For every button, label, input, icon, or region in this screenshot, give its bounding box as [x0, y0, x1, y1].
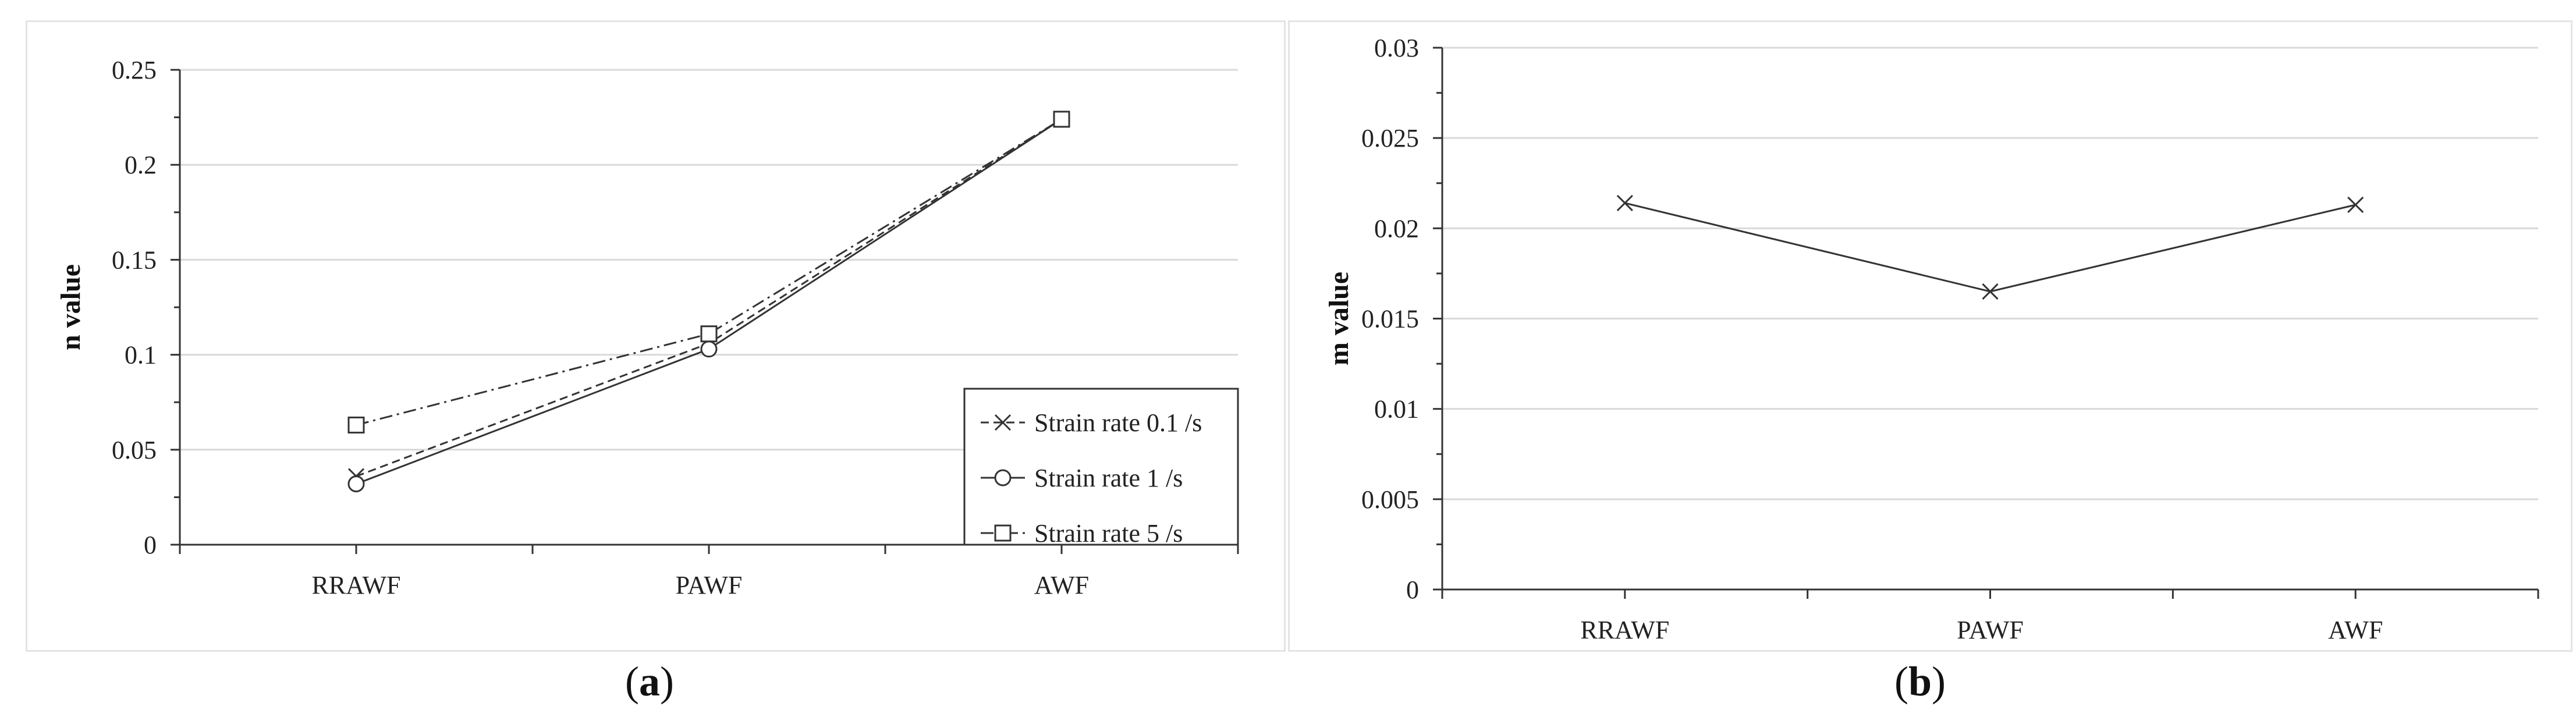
y-tick-label: 0.025 [1361, 124, 1419, 152]
data-point-series-1 [700, 340, 718, 358]
chart-panel-a: 0 0.05 0.1 0.15 0.2 0.25 RRAWF PAWF AWF n value St… [26, 20, 1286, 652]
x-tick-label: AWF [2328, 616, 2383, 644]
data-point-series-0 [2347, 196, 2364, 214]
y-tick-label: 0.01 [1374, 395, 1419, 424]
data-point-series-2 [347, 416, 365, 434]
y-tick-label: 0.02 [1374, 214, 1419, 243]
x-tick-label: PAWF [1957, 616, 2024, 644]
legend-marker [994, 414, 1012, 431]
n-value-chart: 0 0.05 0.1 0.15 0.2 0.25 RRAWF PAWF AWF n value St… [55, 56, 1239, 599]
y-axis-title: n value [55, 264, 86, 350]
y-tick-label: 0.015 [1361, 305, 1419, 333]
legend-label: Strain rate 1 /s [1034, 464, 1183, 492]
series-line-0 [1624, 202, 2356, 293]
y-tick-label: 0.15 [112, 246, 157, 274]
y-tick-label: 0.05 [112, 436, 157, 464]
x-tick-label: RRAWF [312, 571, 401, 599]
y-tick-label: 0.1 [125, 341, 157, 370]
legend-label: Strain rate 5 /s [1034, 519, 1183, 548]
chart-panel-b: 0 0.005 0.01 0.015 0.02 0.025 0.03 RRAWF PAWF AWF… [1288, 20, 2573, 652]
y-tick-label: 0.005 [1361, 485, 1419, 514]
data-point-series-0 [1616, 194, 1633, 211]
data-point-series-0 [1982, 283, 1999, 300]
legend-marker [994, 524, 1012, 542]
y-tick-label: 0.25 [112, 56, 157, 84]
y-tick-label: 0.2 [125, 151, 157, 179]
y-tick-label: 0 [144, 531, 157, 559]
data-point-series-1 [347, 475, 365, 493]
caption-a: (a) [625, 658, 674, 705]
caption-b-letter: b [1908, 658, 1932, 705]
data-point-series-2 [1053, 111, 1070, 128]
y-axis-title: m value [1324, 272, 1354, 365]
y-tick-label: 0 [1406, 576, 1419, 604]
y-tick-label: 0.03 [1374, 34, 1419, 62]
series-line-1 [356, 118, 1062, 485]
caption-a-letter: a [638, 658, 660, 705]
legend-label: Strain rate 0.1 /s [1034, 409, 1202, 437]
data-point-series-2 [700, 325, 718, 343]
series-line-2 [356, 118, 1062, 426]
x-tick-label: AWF [1034, 571, 1089, 599]
x-tick-label: PAWF [676, 571, 743, 599]
series-line-0 [356, 118, 1062, 477]
legend-marker [994, 469, 1012, 486]
x-tick-label: RRAWF [1580, 616, 1669, 644]
caption-b: (b) [1894, 658, 1946, 705]
m-value-chart: 0 0.005 0.01 0.015 0.02 0.025 0.03 RRAWF PAWF AWF… [1324, 34, 2539, 644]
